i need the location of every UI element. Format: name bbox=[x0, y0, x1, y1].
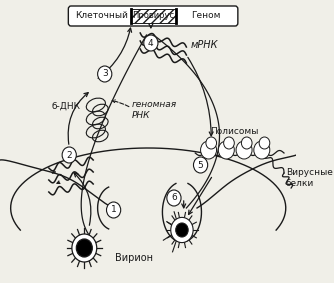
Text: геномная
РНК: геномная РНК bbox=[131, 100, 176, 120]
Circle shape bbox=[236, 141, 252, 159]
Circle shape bbox=[254, 141, 270, 159]
Circle shape bbox=[107, 202, 121, 218]
Circle shape bbox=[218, 141, 234, 159]
Circle shape bbox=[62, 147, 76, 163]
Text: Вирион: Вирион bbox=[115, 253, 153, 263]
Circle shape bbox=[167, 190, 181, 206]
Text: Клеточный: Клеточный bbox=[75, 12, 128, 20]
Circle shape bbox=[171, 217, 193, 243]
Circle shape bbox=[76, 239, 92, 257]
Text: Геном: Геном bbox=[191, 12, 220, 20]
FancyBboxPatch shape bbox=[68, 6, 238, 26]
Text: б-ДНК: б-ДНК bbox=[51, 102, 80, 110]
Text: Провирус: Провирус bbox=[133, 12, 175, 20]
Text: мРНК: мРНК bbox=[191, 40, 218, 50]
Circle shape bbox=[224, 137, 234, 149]
Circle shape bbox=[144, 35, 158, 51]
Text: 1: 1 bbox=[111, 205, 117, 215]
Circle shape bbox=[206, 137, 216, 149]
Bar bbox=[131, 9, 176, 23]
Text: 3: 3 bbox=[102, 70, 108, 78]
Text: 5: 5 bbox=[198, 160, 203, 170]
Text: Полисомы: Полисомы bbox=[210, 127, 259, 136]
Circle shape bbox=[98, 66, 112, 82]
Circle shape bbox=[193, 157, 208, 173]
Circle shape bbox=[201, 141, 216, 159]
Text: 2: 2 bbox=[66, 151, 72, 160]
Text: Вирусные
белки: Вирусные белки bbox=[286, 168, 333, 188]
Circle shape bbox=[259, 137, 270, 149]
Circle shape bbox=[72, 234, 97, 262]
Text: 4: 4 bbox=[148, 38, 154, 48]
Circle shape bbox=[241, 137, 252, 149]
Text: 6: 6 bbox=[171, 194, 177, 203]
Circle shape bbox=[176, 223, 188, 237]
